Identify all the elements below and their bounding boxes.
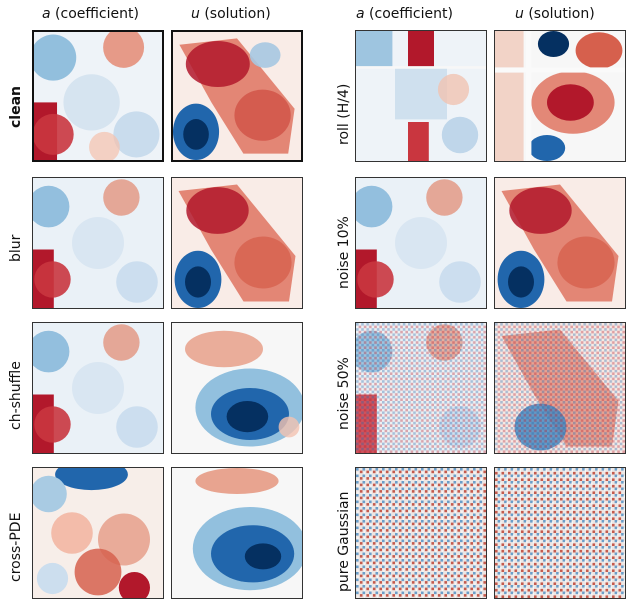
panel-blur-coefficient: [32, 177, 164, 309]
header-right-coefficient: a (coefficient): [356, 6, 453, 22]
row-label-blur: blur: [8, 234, 24, 262]
header-text: (solution): [523, 6, 595, 22]
header-var: a: [42, 6, 51, 22]
panel-cross-pde-coefficient: [32, 467, 164, 599]
panel-ch-shuffle-coefficient: [32, 322, 164, 454]
panel-roll-solution: [494, 30, 626, 162]
field-image: [34, 32, 162, 160]
panel-roll-coefficient: [355, 30, 487, 162]
panel-noise10-solution: [494, 177, 626, 309]
field-image: [495, 178, 625, 308]
field-image: [173, 32, 301, 160]
panel-noise50-coefficient: [355, 322, 487, 454]
field-image: [356, 323, 486, 453]
row-label-roll: roll (H/4): [336, 83, 352, 145]
header-text: (coefficient): [364, 6, 453, 22]
header-left-coefficient: a (coefficient): [42, 6, 139, 22]
panel-clean-solution: [171, 30, 303, 162]
header-var: u: [191, 6, 200, 22]
header-text: (coefficient): [50, 6, 139, 22]
panel-noise10-coefficient: [355, 177, 487, 309]
field-image: [356, 178, 486, 308]
panel-blur-solution: [171, 177, 303, 309]
header-var: u: [515, 6, 524, 22]
field-image: [172, 468, 302, 598]
header-text: (solution): [199, 6, 271, 22]
field-image: [495, 31, 625, 161]
panel-cross-pde-solution: [171, 467, 303, 599]
header-left-solution: u (solution): [191, 6, 271, 22]
field-image: [495, 323, 625, 453]
field-image: [33, 468, 163, 598]
field-image: [356, 468, 486, 598]
panel-clean-coefficient: [32, 30, 164, 162]
field-image: [33, 323, 163, 453]
row-label-cross-pde: cross-PDE: [8, 512, 24, 582]
field-image: [33, 178, 163, 308]
header-var: a: [356, 6, 365, 22]
header-right-solution: u (solution): [515, 6, 595, 22]
field-image: [172, 178, 302, 308]
panel-noise50-solution: [494, 322, 626, 454]
field-image: [356, 31, 486, 161]
field-image: [172, 323, 302, 453]
row-label-pure-gaussian: pure Gaussian: [336, 491, 352, 592]
field-image: [495, 468, 625, 598]
row-label-clean: clean: [8, 85, 24, 128]
panel-gaussian-solution: [494, 467, 626, 599]
panel-ch-shuffle-solution: [171, 322, 303, 454]
row-label-noise-10: noise 10%: [336, 216, 352, 289]
row-label-noise-50: noise 50%: [336, 357, 352, 430]
panel-gaussian-coefficient: [355, 467, 487, 599]
row-label-ch-shuffle: ch-shuffle: [8, 361, 24, 430]
